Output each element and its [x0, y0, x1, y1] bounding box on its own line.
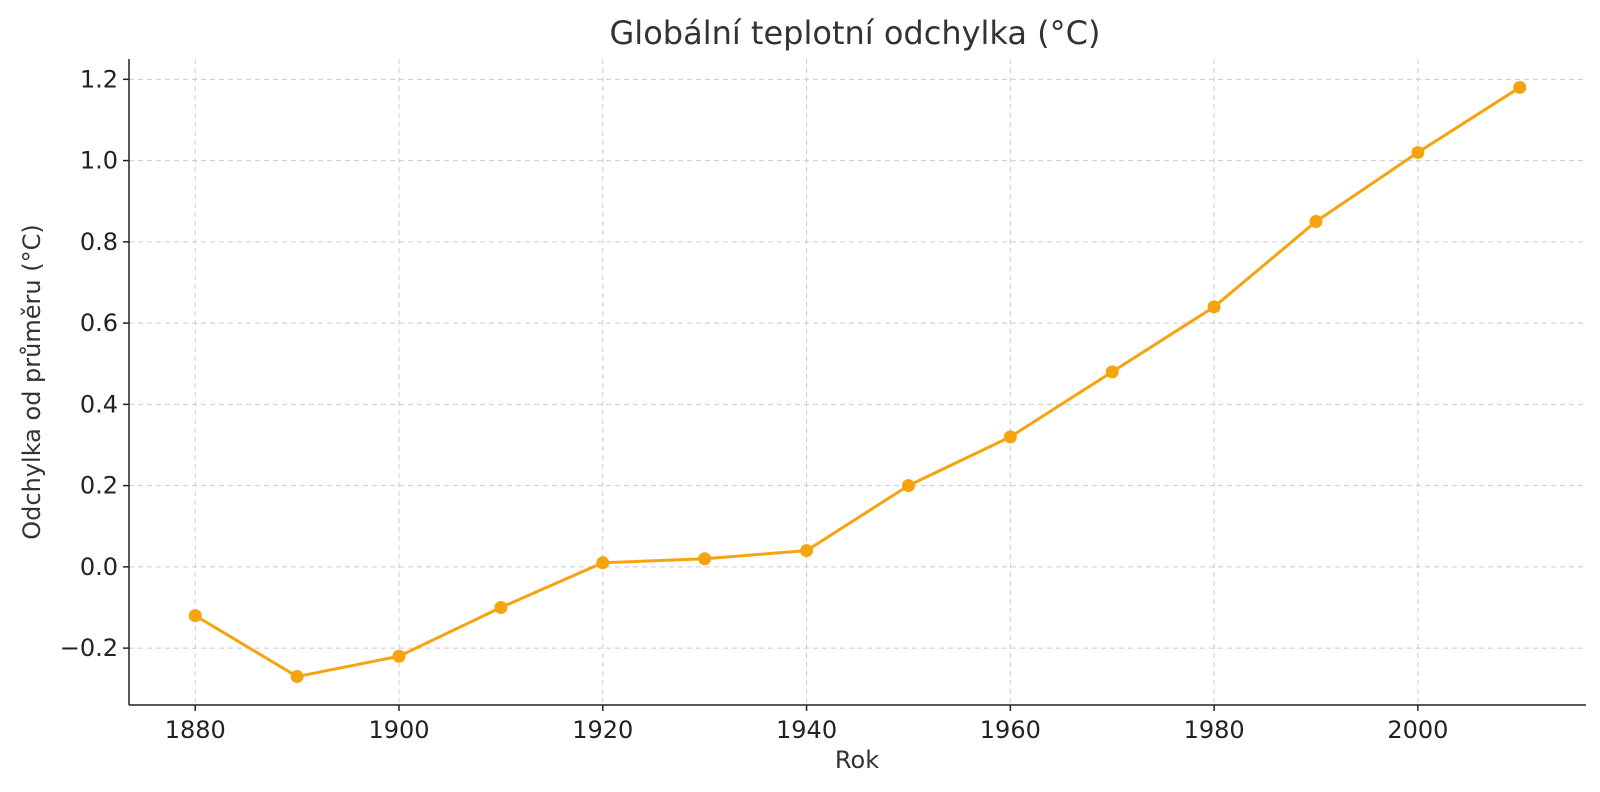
x-tick-label: 1900: [368, 716, 429, 744]
x-axis-ticks: 1880 1900 1920 1940 1960 1980 2000: [165, 705, 1448, 744]
data-point: [1105, 365, 1119, 379]
data-point: [1513, 80, 1527, 94]
data-point: [698, 552, 712, 566]
y-tick-label: 0.8: [80, 228, 118, 256]
x-tick-label: 1960: [980, 716, 1041, 744]
series-lines: [193, 85, 1522, 679]
x-tick-label: 2000: [1387, 716, 1448, 744]
data-point: [901, 479, 915, 493]
data-point: [1309, 215, 1323, 229]
y-tick-label: 1.2: [80, 65, 118, 93]
y-tick-label: 0.4: [80, 390, 118, 418]
data-point: [494, 600, 508, 614]
data-point: [596, 556, 610, 570]
data-point: [188, 609, 202, 623]
chart-title: Globální teplotní odchylka (°C): [610, 14, 1101, 52]
y-tick-label: 0.6: [80, 309, 118, 337]
y-tick-label: 0.0: [80, 553, 118, 581]
y-axis-label: Odchylka od průměru (°C): [18, 224, 46, 539]
x-axis-label: Rok: [835, 746, 879, 774]
series-line-0: [193, 85, 1522, 679]
series-points: [188, 80, 1527, 684]
data-point: [1207, 300, 1221, 314]
y-tick-label: 0.2: [80, 472, 118, 500]
y-tick-label: −0.2: [60, 634, 118, 662]
data-point: [1003, 430, 1017, 444]
data-point: [392, 649, 406, 663]
data-point: [290, 670, 304, 684]
x-tick-label: 1880: [165, 716, 226, 744]
data-point: [800, 544, 814, 558]
y-axis-ticks: 1.2 1.0 0.8 0.6 0.4 0.2 0.0 −0.2: [60, 65, 129, 662]
x-tick-label: 1980: [1184, 716, 1245, 744]
x-tick-label: 1920: [572, 716, 633, 744]
data-point: [1411, 145, 1425, 159]
x-tick-label: 1940: [776, 716, 837, 744]
y-tick-label: 1.0: [80, 147, 118, 175]
